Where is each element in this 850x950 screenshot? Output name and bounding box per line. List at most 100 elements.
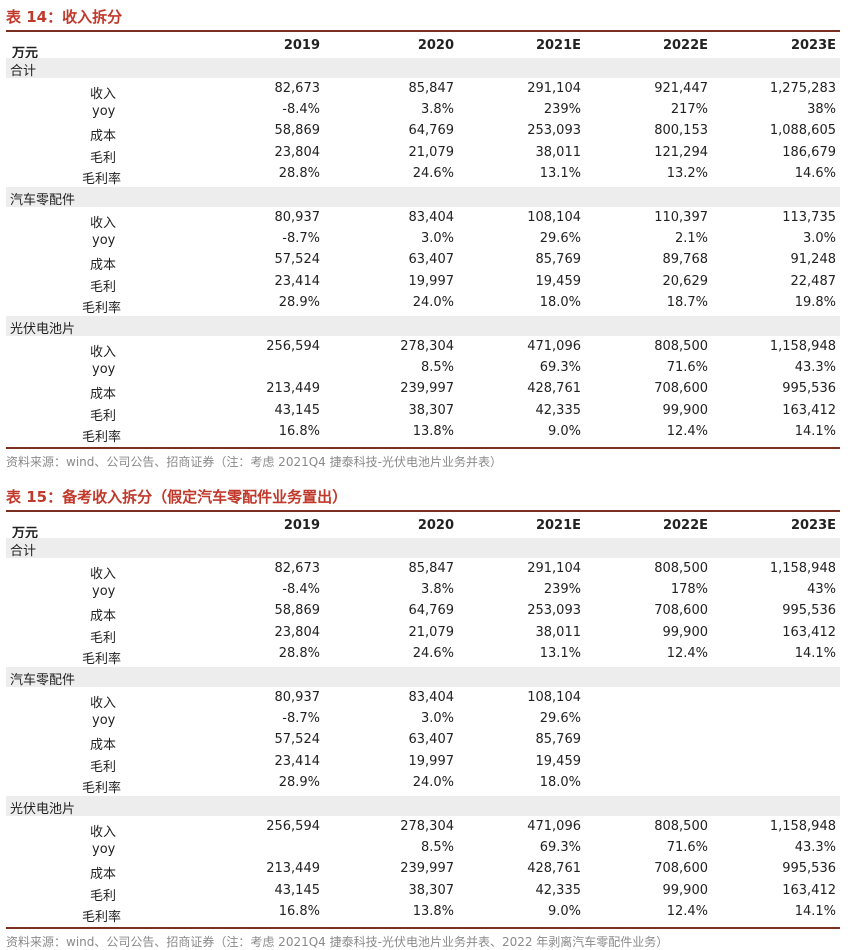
row-label: 毛利: [90, 888, 117, 904]
cell-value: 13.2%: [666, 165, 708, 181]
cell-value: 24.0%: [412, 294, 454, 310]
cell-value: 29.6%: [539, 231, 581, 247]
table-row: 收入 82,673 85,847 291,104 921,447 1,275,283: [6, 81, 840, 102]
cell-value: 3.0%: [802, 231, 836, 247]
row-label: 成本: [90, 609, 117, 625]
cell-value: 239%: [543, 582, 581, 598]
row-label: 收入: [90, 87, 117, 102]
cell-value: 58,869: [274, 603, 321, 619]
cell-value: 708,600: [654, 603, 708, 619]
cell-value: 1,088,605: [769, 123, 836, 139]
cell-value: 85,769: [535, 252, 582, 268]
column-header: 2021E: [535, 518, 581, 533]
cell-value: 82,673: [274, 81, 321, 96]
table-row: 成本 57,524 63,407 85,769: [6, 732, 840, 753]
cell-value: 19,459: [535, 273, 582, 289]
cell-value: 213,449: [266, 861, 320, 877]
cell-value: 428,761: [527, 861, 581, 877]
cell-value: 38,307: [408, 882, 455, 898]
cell-value: 63,407: [408, 732, 455, 748]
table-row: 收入 80,937 83,404 108,104: [6, 690, 840, 711]
cell-value: 239%: [543, 102, 581, 118]
cell-value: 800,153: [654, 123, 708, 139]
table-row: 成本 213,449 239,997 428,761 708,600 995,536: [6, 861, 840, 882]
cell-value: 13.8%: [412, 903, 454, 919]
table-row: 收入 256,594 278,304 471,096 808,500 1,158,948: [6, 339, 840, 360]
cell-value: 921,447: [654, 81, 708, 96]
table-row: 毛利率 28.8% 24.6% 13.1% 12.4% 14.1%: [6, 646, 840, 667]
row-label: 毛利: [90, 279, 117, 295]
table-row: 毛利 23,414 19,997 19,459 20,629 22,487: [6, 274, 840, 295]
cell-value: 24.6%: [412, 645, 454, 661]
row-label: 成本: [90, 867, 117, 883]
cell-value: 471,096: [527, 819, 581, 834]
column-header: 2023E: [790, 518, 836, 533]
cell-value: 428,761: [527, 381, 581, 397]
cell-value: 163,412: [782, 882, 836, 898]
cell-value: 28.9%: [278, 294, 320, 310]
table-row: yoy -8.4% 3.8% 239% 217% 38%: [6, 102, 840, 123]
cell-value: -8.4%: [282, 102, 320, 118]
cell-value: 16.8%: [278, 903, 320, 919]
table-title: 表 14：收入拆分: [6, 8, 123, 26]
table-row: 毛利 23,804 21,079 38,011 121,294 186,679: [6, 145, 840, 166]
cell-value: 18.0%: [539, 774, 581, 790]
cell-value: 178%: [670, 582, 708, 598]
table-title: 表 15：备考收入拆分（假定汽车零配件业务置出）: [6, 488, 348, 506]
section-label: 汽车零配件: [10, 193, 76, 208]
row-label: 毛利: [90, 630, 117, 646]
cell-value: 18.0%: [539, 294, 581, 310]
cell-value: -8.7%: [282, 231, 320, 247]
column-header: 2021E: [535, 38, 581, 53]
table-row: yoy -8.4% 3.8% 239% 178% 43%: [6, 582, 840, 603]
cell-value: 20,629: [662, 273, 709, 289]
cell-value: 63,407: [408, 252, 455, 268]
table-row: 收入 80,937 83,404 108,104 110,397 113,735: [6, 210, 840, 231]
cell-value: 85,847: [408, 81, 455, 96]
cell-value: 708,600: [654, 861, 708, 877]
section-label: 汽车零配件: [10, 673, 76, 688]
cell-value: 278,304: [400, 819, 454, 834]
row-label: 毛利: [90, 408, 117, 424]
cell-value: 19,997: [408, 273, 455, 289]
table-row: 毛利率 28.8% 24.6% 13.1% 13.2% 14.6%: [6, 166, 840, 187]
cell-value: 13.1%: [539, 645, 581, 661]
cell-value: 24.6%: [412, 165, 454, 181]
table-row: yoy -8.7% 3.0% 29.6%: [6, 711, 840, 732]
cell-value: 253,093: [527, 603, 581, 619]
source-note: 资料来源：wind、公司公告、招商证券（注：考虑 2021Q4 捷泰科技-光伏电…: [6, 455, 502, 469]
column-header: 2023E: [790, 38, 836, 53]
table-row: 毛利 43,145 38,307 42,335 99,900 163,412: [6, 403, 840, 424]
cell-value: 121,294: [654, 144, 708, 160]
cell-value: 1,158,948: [769, 561, 836, 576]
row-label: 毛利率: [82, 909, 122, 925]
cell-value: 278,304: [400, 339, 454, 354]
table-top-rule: [6, 30, 840, 32]
cell-value: 99,900: [662, 624, 709, 640]
cell-value: 42,335: [535, 882, 582, 898]
cell-value: 57,524: [274, 252, 321, 268]
row-label: 毛利率: [82, 780, 122, 796]
cell-value: 99,900: [662, 402, 709, 418]
cell-value: 14.1%: [794, 423, 836, 439]
cell-value: 9.0%: [547, 423, 581, 439]
cell-value: 16.8%: [278, 423, 320, 439]
cell-value: 24.0%: [412, 774, 454, 790]
table-row: 毛利 23,804 21,079 38,011 99,900 163,412: [6, 625, 840, 646]
cell-value: 21,079: [408, 624, 455, 640]
cell-value: 71.6%: [666, 840, 708, 856]
section-header: 汽车零配件: [6, 187, 840, 208]
row-label: 成本: [90, 129, 117, 145]
table-row: 毛利率 28.9% 24.0% 18.0% 18.7% 19.8%: [6, 295, 840, 316]
row-label: 毛利率: [82, 429, 122, 445]
cell-value: 1,158,948: [769, 339, 836, 354]
source-note: 资料来源：wind、公司公告、招商证券（注：考虑 2021Q4 捷泰科技-光伏电…: [6, 935, 669, 949]
cell-value: 291,104: [527, 561, 581, 576]
cell-value: 808,500: [654, 339, 708, 354]
row-label: 毛利率: [82, 300, 122, 316]
cell-value: 2.1%: [674, 231, 708, 247]
cell-value: 256,594: [266, 819, 320, 834]
cell-value: -8.4%: [282, 582, 320, 598]
cell-value: 113,735: [782, 210, 836, 225]
table-row: 成本 213,449 239,997 428,761 708,600 995,536: [6, 381, 840, 402]
